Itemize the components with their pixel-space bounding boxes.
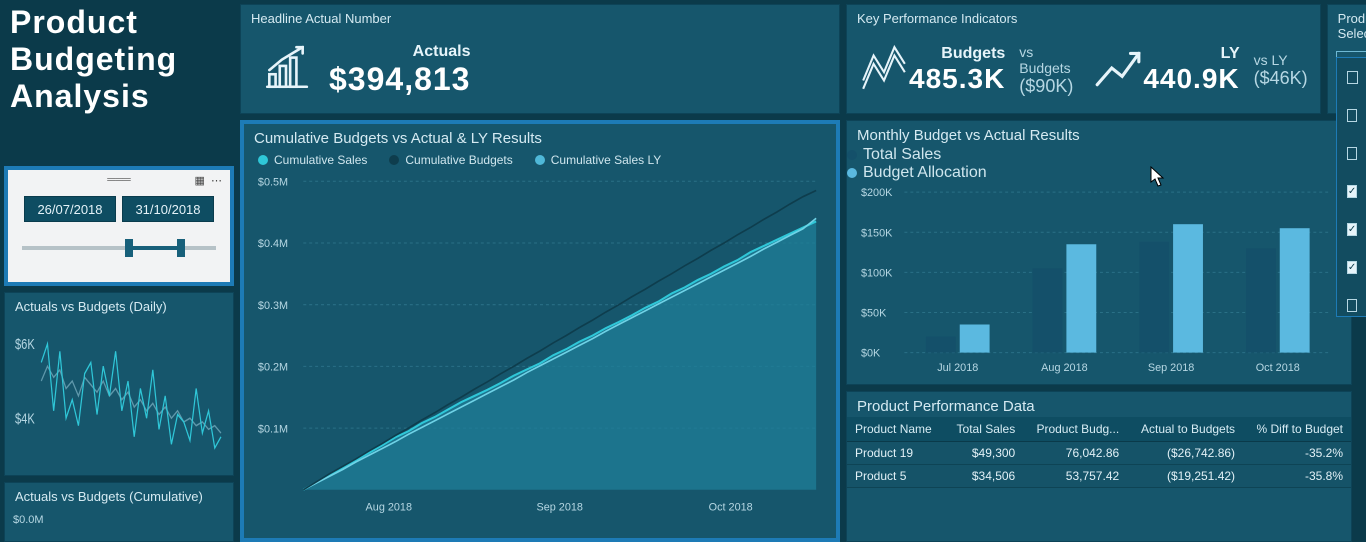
mini-chart-daily: Actuals vs Budgets (Daily) $6K$4K	[4, 292, 234, 476]
date-to-input[interactable]	[122, 196, 214, 222]
svg-text:Sep 2018: Sep 2018	[537, 501, 583, 513]
svg-text:$0K: $0K	[861, 348, 881, 360]
checkbox-icon	[1347, 71, 1359, 84]
checkbox-icon: ✓	[1347, 223, 1358, 236]
table-header[interactable]: Product Budg...	[1023, 417, 1127, 442]
product-option[interactable]: Product 9	[1337, 58, 1366, 96]
checkbox-icon	[1347, 299, 1358, 312]
checkbox-icon	[1347, 109, 1358, 122]
svg-text:Sep 2018: Sep 2018	[1148, 362, 1195, 374]
svg-text:Aug 2018: Aug 2018	[1041, 362, 1088, 374]
svg-text:$50K: $50K	[861, 307, 887, 319]
performance-table-card: Product Performance Data Product NameTot…	[846, 391, 1352, 542]
headline-title: Headline Actual Number	[241, 5, 839, 28]
trend-up-icon	[1093, 43, 1133, 98]
table-header[interactable]: % Diff to Budget	[1243, 417, 1351, 442]
product-option[interactable]: ✓Product 12	[1337, 172, 1366, 210]
svg-text:Oct 2018: Oct 2018	[709, 501, 753, 513]
table-row[interactable]: Product 19$49,30076,042.86($26,742.86)-3…	[847, 442, 1351, 465]
date-slider-track[interactable]	[22, 246, 216, 250]
svg-text:$150K: $150K	[861, 227, 893, 239]
kpi-budgets-label: Budgets	[909, 45, 1005, 63]
svg-text:$6K: $6K	[15, 336, 35, 353]
title-line-1: Product	[10, 4, 228, 41]
title-line-2: Budgeting	[10, 41, 228, 78]
bar-chart-up-icon	[261, 43, 311, 98]
chart-lines-icon	[859, 43, 899, 98]
product-dropdown-list[interactable]: Product 9Product 10Product 11✓Product 12…	[1336, 57, 1366, 317]
table-header[interactable]: Actual to Budgets	[1127, 417, 1243, 442]
date-range-slicer[interactable]: ═══ ▦ ⋯	[4, 166, 234, 286]
drag-handle-icon[interactable]: ═══	[107, 174, 130, 188]
slider-handle-from[interactable]	[125, 239, 133, 257]
svg-text:$0.5M: $0.5M	[258, 176, 288, 188]
svg-text:$0.1M: $0.1M	[258, 423, 288, 435]
kpi-ly-label: LY	[1143, 45, 1239, 63]
monthly-chart-card: Monthly Budget vs Actual Results Total S…	[846, 120, 1352, 385]
svg-text:Aug 2018: Aug 2018	[366, 501, 412, 513]
table-header[interactable]: Total Sales	[945, 417, 1024, 442]
kpi-budgets-sub: vs Budgets ($90K)	[1019, 44, 1073, 97]
product-option[interactable]: Product 11	[1337, 134, 1366, 172]
product-option[interactable]: Product 10	[1337, 96, 1366, 134]
table-row[interactable]: Product 5$34,50653,757.42($19,251.42)-35…	[847, 465, 1351, 488]
cumulative-chart-card: Cumulative Budgets vs Actual & LY Result…	[240, 120, 840, 542]
legend-item: Budget Allocation	[847, 164, 1351, 182]
product-option[interactable]: ✓Product 13	[1337, 210, 1366, 248]
checkbox-icon: ✓	[1347, 185, 1358, 198]
kpi-budgets-value: 485.3K	[909, 63, 1005, 95]
table-header[interactable]: Product Name	[847, 417, 945, 442]
monthly-chart-legend: Total SalesBudget Allocation	[847, 146, 1351, 182]
date-from-input[interactable]	[24, 196, 116, 222]
table-icon[interactable]: ▦	[194, 175, 204, 187]
product-option[interactable]: ✓Product 14	[1337, 248, 1366, 286]
checkbox-icon	[1347, 147, 1358, 160]
checkbox-icon: ✓	[1347, 261, 1358, 274]
svg-text:$0.4M: $0.4M	[258, 238, 288, 250]
more-icon[interactable]: ⋯	[211, 175, 222, 187]
headline-label: Actuals	[329, 43, 470, 61]
kpi-title: Key Performance Indicators	[847, 5, 1320, 28]
kpi-ly-value: 440.9K	[1143, 63, 1239, 95]
svg-text:$0.3M: $0.3M	[258, 300, 288, 312]
svg-text:Oct 2018: Oct 2018	[1256, 362, 1300, 374]
product-sel-title: Product Selection	[1328, 5, 1366, 43]
svg-text:$200K: $200K	[861, 187, 893, 199]
legend-item: Cumulative Sales LY	[535, 153, 662, 167]
legend-item: Cumulative Sales	[258, 153, 367, 167]
legend-item: Total Sales	[847, 146, 1351, 164]
mini-chart-cumulative: Actuals vs Budgets (Cumulative) $0.0M	[4, 482, 234, 542]
cumulative-chart-legend: Cumulative Sales Cumulative Budgets Cumula…	[244, 149, 836, 171]
svg-text:$4K: $4K	[15, 410, 35, 427]
kpi-ly-sub: vs LY ($46K)	[1254, 52, 1308, 89]
svg-text:$100K: $100K	[861, 267, 893, 279]
svg-text:$0.2M: $0.2M	[258, 361, 288, 373]
product-option[interactable]: Product 15	[1337, 286, 1366, 317]
page-title-block: Product Budgeting Analysis	[4, 4, 234, 114]
legend-item: Cumulative Budgets	[389, 153, 512, 167]
svg-text:Jul 2018: Jul 2018	[937, 362, 978, 374]
performance-table: Product NameTotal SalesProduct Budg...Ac…	[847, 417, 1351, 488]
slider-handle-to[interactable]	[177, 239, 185, 257]
headline-value: $394,813	[329, 61, 470, 98]
